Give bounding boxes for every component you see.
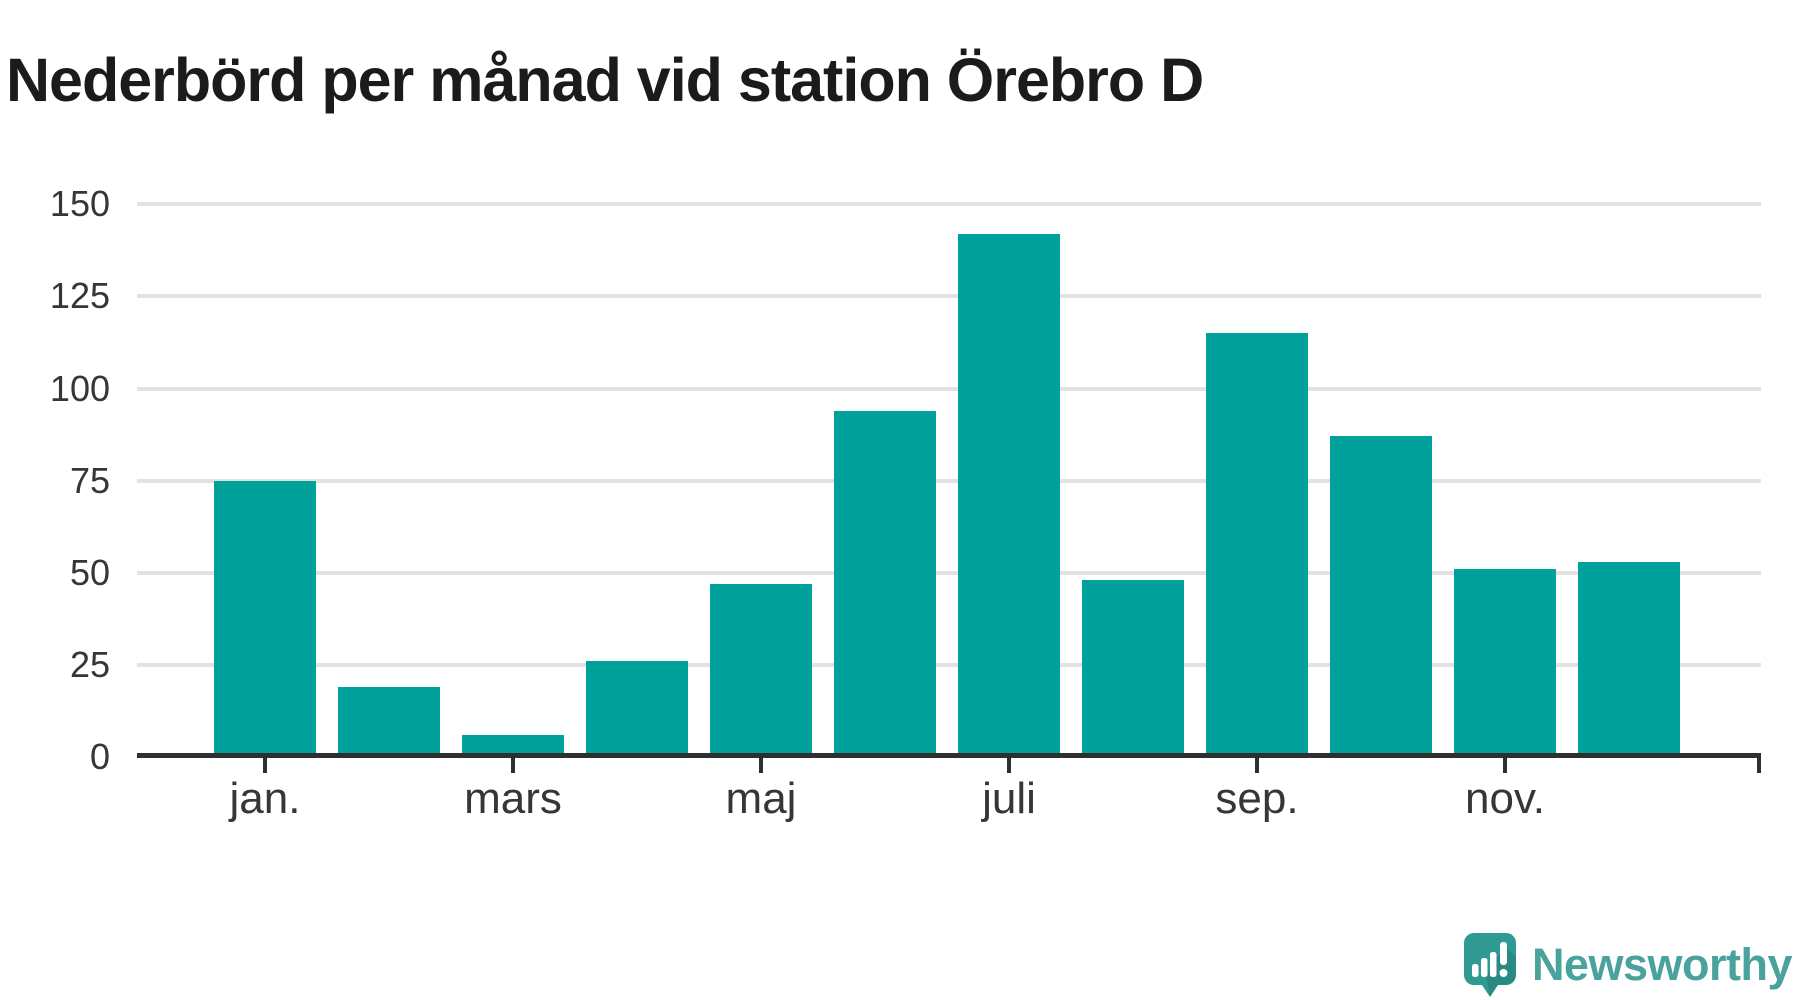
chart-title: Nederbörd per månad vid station Örebro D bbox=[6, 45, 1204, 114]
x-tick bbox=[1503, 758, 1507, 773]
newsworthy-wordmark: Newsworthy bbox=[1531, 939, 1793, 990]
y-axis-label: 125 bbox=[49, 275, 110, 317]
x-axis-label: maj bbox=[725, 774, 797, 823]
bar-nov. bbox=[1454, 569, 1556, 757]
x-tick bbox=[1007, 758, 1011, 773]
x-axis-label: sep. bbox=[1215, 774, 1299, 823]
y-gridline bbox=[137, 386, 1761, 391]
x-axis-end-tick bbox=[1757, 758, 1761, 773]
bar-juli bbox=[958, 233, 1060, 757]
x-tick bbox=[1255, 758, 1259, 773]
y-gridline bbox=[137, 202, 1761, 207]
y-gridline bbox=[137, 662, 1761, 667]
newsworthy-bubble-chart-icon bbox=[1463, 933, 1516, 997]
y-axis-label: 100 bbox=[49, 367, 110, 409]
x-axis-line bbox=[137, 753, 1761, 758]
bar-jan. bbox=[214, 480, 316, 757]
bar-aug. bbox=[1082, 580, 1184, 757]
y-gridline bbox=[137, 570, 1761, 575]
x-axis-label: mars bbox=[464, 774, 562, 823]
x-axis-label: juli bbox=[982, 774, 1036, 823]
bar-feb. bbox=[338, 686, 440, 757]
bar-april bbox=[586, 661, 688, 757]
bar-dec. bbox=[1578, 561, 1680, 757]
x-axis-label: jan. bbox=[229, 774, 301, 823]
newsworthy-logo: Newsworthy bbox=[1463, 930, 1793, 1000]
x-tick bbox=[511, 758, 515, 773]
bar-maj bbox=[710, 583, 812, 757]
y-axis-label: 150 bbox=[49, 183, 110, 225]
y-gridline bbox=[137, 478, 1761, 483]
x-tick bbox=[263, 758, 267, 773]
bar-juni bbox=[834, 410, 936, 757]
x-axis-label: nov. bbox=[1465, 774, 1545, 823]
y-axis-label: 75 bbox=[69, 459, 110, 501]
y-axis-label: 25 bbox=[69, 643, 110, 685]
y-axis-label: 0 bbox=[89, 736, 110, 777]
bar-mars bbox=[462, 734, 564, 757]
y-axis-label: 50 bbox=[69, 551, 110, 593]
x-tick bbox=[759, 758, 763, 773]
y-gridline bbox=[137, 294, 1761, 299]
bar-sep. bbox=[1206, 333, 1308, 757]
bar-okt. bbox=[1330, 436, 1432, 757]
